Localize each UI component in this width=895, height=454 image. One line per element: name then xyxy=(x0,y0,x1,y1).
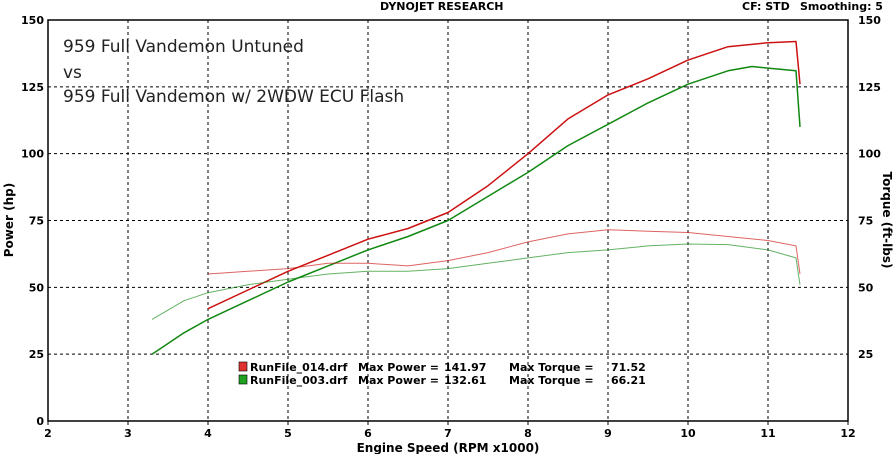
x-tick-label: 4 xyxy=(204,427,212,440)
x-axis-ticks: 2 3 4 5 6 7 8 9 10 11 12 xyxy=(44,421,856,440)
legend-max-power-run-014: 141.97 xyxy=(444,361,486,374)
x-tick-label: 11 xyxy=(760,427,775,440)
y-tick-label-left: 0 xyxy=(36,415,44,428)
annotation-line-2: vs xyxy=(63,63,82,83)
legend-file-run-014: RunFile_014.drf xyxy=(250,361,348,374)
legend-max-torque-run-014: 71.52 xyxy=(611,361,646,374)
y-tick-label-left: 50 xyxy=(29,281,45,294)
y-tick-label-right: 100 xyxy=(858,148,881,161)
power-line-runfile-014 xyxy=(207,40,801,310)
power-line-runfile-003 xyxy=(151,65,801,355)
x-tick-label: 3 xyxy=(124,427,132,440)
x-tick-label: 7 xyxy=(444,427,452,440)
x-tick-label: 12 xyxy=(840,427,855,440)
y-tick-label-right: 125 xyxy=(858,81,881,94)
y-tick-label-right: 25 xyxy=(858,348,873,361)
legend-max-power-label-run-014: Max Power = xyxy=(358,361,439,374)
y-tick-label-left: 150 xyxy=(21,14,44,27)
legend-max-power-run-003: 132.61 xyxy=(444,374,486,387)
annotation-line-1: 959 Full Vandemon Untuned xyxy=(63,37,304,57)
y-tick-label-right: 75 xyxy=(858,215,873,228)
x-axis-title: Engine Speed (RPM x1000) xyxy=(357,441,540,454)
y-tick-label-left: 125 xyxy=(21,81,44,94)
y-tick-label-right: 50 xyxy=(858,281,874,294)
torque-line-runfile-014 xyxy=(207,229,801,275)
y-axis-ticks-left: 0 25 50 75 100 125 150 xyxy=(21,14,44,428)
x-tick-label: 2 xyxy=(44,427,52,440)
y-tick-label-left: 25 xyxy=(29,348,44,361)
x-tick-label: 9 xyxy=(604,427,612,440)
x-tick-label: 6 xyxy=(364,427,372,440)
legend-max-torque-label-run-014: Max Torque = xyxy=(509,361,594,374)
legend-max-power-label-run-003: Max Power = xyxy=(358,374,439,387)
x-tick-label: 8 xyxy=(524,427,532,440)
y-axis-ticks-right: 25 50 75 100 125 150 xyxy=(858,14,881,361)
legend: RunFile_014.drf Max Power = 141.97 Max T… xyxy=(238,361,646,387)
y-tick-label-left: 100 xyxy=(21,148,44,161)
correction-factor-label: CF: STD xyxy=(742,0,790,13)
grid-lines xyxy=(48,20,848,421)
legend-swatch-run-014 xyxy=(238,361,248,372)
x-tick-label: 10 xyxy=(680,427,696,440)
y-axis-title-left: Power (hp) xyxy=(2,183,16,257)
legend-swatch-run-003 xyxy=(238,374,248,385)
y-axis-title-right: Torque (ft-lbs) xyxy=(880,172,894,269)
chart-title: DYNOJET RESEARCH xyxy=(380,0,504,13)
annotation-line-3: 959 Full Vandemon w/ 2WDW ECU Flash xyxy=(63,87,404,107)
legend-max-torque-run-003: 66.21 xyxy=(611,374,646,387)
torque-line-runfile-003 xyxy=(151,243,801,320)
legend-file-run-003: RunFile_003.drf xyxy=(250,374,348,387)
x-tick-label: 5 xyxy=(284,427,292,440)
y-tick-label-left: 75 xyxy=(29,215,44,228)
legend-max-torque-label-run-003: Max Torque = xyxy=(509,374,594,387)
y-tick-label-right: 150 xyxy=(858,14,881,27)
smoothing-label: Smoothing: 5 xyxy=(800,0,883,13)
series-group xyxy=(151,40,801,355)
